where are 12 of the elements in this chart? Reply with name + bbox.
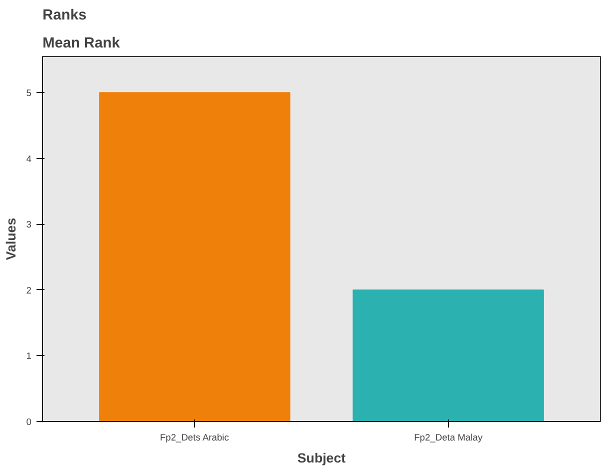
y-tick-label: 0	[26, 417, 32, 427]
x-tick-label: Fp2_Dets Arabic	[160, 432, 230, 442]
chart-subtitle: Mean Rank	[42, 36, 121, 52]
x-tick-label: Fp2_Deta Malay	[414, 432, 483, 442]
chart-title: Ranks	[42, 8, 86, 24]
y-tick-label: 3	[26, 220, 32, 230]
y-tick-label: 4	[26, 154, 32, 164]
y-tick-label: 5	[26, 88, 32, 98]
y-tick-label: 2	[26, 285, 32, 296]
y-axis-title: Values	[3, 218, 18, 260]
x-axis-title: Subject	[297, 450, 346, 466]
y-tick-label: 1	[26, 351, 32, 362]
